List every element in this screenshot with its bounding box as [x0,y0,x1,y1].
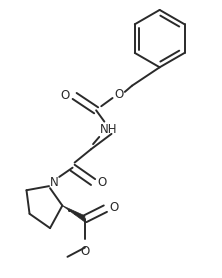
Text: O: O [114,88,123,101]
Text: O: O [61,90,70,103]
Text: O: O [109,201,118,214]
Text: N: N [50,175,59,188]
Polygon shape [62,206,85,222]
Text: NH: NH [100,123,117,136]
Text: O: O [98,175,107,188]
Text: O: O [80,245,89,257]
